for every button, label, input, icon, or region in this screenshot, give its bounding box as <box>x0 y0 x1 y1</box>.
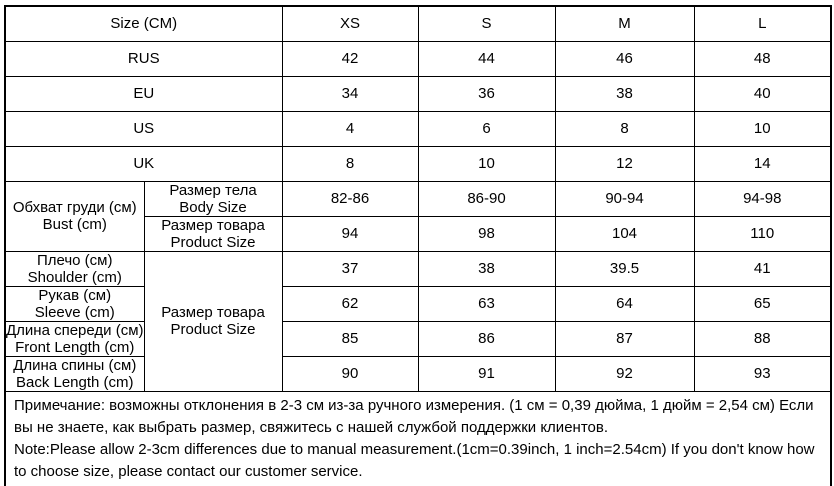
measurement-value-cell: 94-98 <box>693 180 832 217</box>
shoulder-label-ru: Плечо (см) <box>36 251 113 269</box>
size-value-cell: 34 <box>281 75 419 112</box>
product-size-label-en: Product Size <box>170 233 256 251</box>
size-system-label: US <box>4 110 283 147</box>
size-value-cell: 38 <box>554 75 695 112</box>
measurement-value-cell: 39.5 <box>554 250 695 287</box>
measurement-value-cell: 94 <box>281 215 419 252</box>
bust-label-ru: Обхват груди (см) <box>12 199 137 216</box>
product-size-group-label-ru: Размер товара <box>161 304 265 321</box>
table-row-uk: UK 8 10 12 14 <box>4 145 832 182</box>
bust-label-en: Bust (cm) <box>42 216 107 233</box>
bust-product-size-label-cell: Размер товара Product Size <box>143 215 283 252</box>
table-row-sleeve: Рукав (см) Sleeve (cm) 62 63 64 65 <box>4 285 832 322</box>
measurement-value-cell: 98 <box>417 215 556 252</box>
front-length-label-cell: Длина спереди (см) Front Length (cm) <box>4 320 145 357</box>
table-row-rus: RUS 42 44 46 48 <box>4 40 832 77</box>
measurement-value-cell: 65 <box>693 285 832 322</box>
measurement-value-cell: 93 <box>693 355 832 392</box>
table-row-us: US 4 6 8 10 <box>4 110 832 147</box>
size-value-cell: 40 <box>693 75 832 112</box>
measurement-value-cell: 64 <box>554 285 695 322</box>
sleeve-label-cell: Рукав (см) Sleeve (cm) <box>4 285 145 322</box>
measurement-value-cell: 90 <box>281 355 419 392</box>
measurement-value-cell: 91 <box>417 355 556 392</box>
note-russian: Примечание: возможны отклонения в 2-3 см… <box>14 396 814 436</box>
size-system-label: EU <box>4 75 283 112</box>
size-value-cell: 36 <box>417 75 556 112</box>
size-column-header-s: S <box>417 5 556 42</box>
size-system-label: UK <box>4 145 283 182</box>
shoulder-label-en: Shoulder (cm) <box>27 268 122 286</box>
measurement-value-cell: 82-86 <box>281 180 419 217</box>
size-value-cell: 46 <box>554 40 695 77</box>
size-value-cell: 8 <box>554 110 695 147</box>
sleeve-label-ru: Рукав (см) <box>38 286 112 304</box>
size-value-cell: 4 <box>281 110 419 147</box>
measurement-value-cell: 38 <box>417 250 556 287</box>
size-column-header-xs: XS <box>281 5 419 42</box>
table-row-back-length: Длина спины (см) Back Length (cm) 90 91 … <box>4 355 832 392</box>
table-row-bust-product: Размер товара Product Size 94 98 104 110 <box>5 215 832 252</box>
table-row-eu: EU 34 36 38 40 <box>4 75 832 112</box>
product-size-group-label-cell: Размер товара Product Size <box>143 250 283 392</box>
back-length-label-ru: Длина спины (см) <box>13 356 137 374</box>
size-value-cell: 12 <box>554 145 695 182</box>
body-size-label-en: Body Size <box>179 198 247 216</box>
size-value-cell: 10 <box>693 110 832 147</box>
measurement-value-cell: 87 <box>554 320 695 357</box>
table-row-notes: Примечание: возможны отклонения в 2-3 см… <box>4 390 832 486</box>
table-row-bust-body: Обхват груди (см) Bust (cm) Размер тела … <box>4 180 832 252</box>
measurement-value-cell: 62 <box>281 285 419 322</box>
size-value-cell: 48 <box>693 40 832 77</box>
size-column-header-m: M <box>554 5 695 42</box>
table-row-front-length: Длина спереди (см) Front Length (cm) 85 … <box>4 320 832 357</box>
sleeve-label-en: Sleeve (cm) <box>34 303 115 321</box>
front-length-label-en: Front Length (cm) <box>15 338 135 356</box>
table-row-header: Size (CM) XS S M L <box>4 5 832 42</box>
front-length-label-ru: Длина спереди (см) <box>6 321 144 339</box>
measurement-value-cell: 41 <box>693 250 832 287</box>
size-value-cell: 10 <box>417 145 556 182</box>
notes-cell: Примечание: возможны отклонения в 2-3 см… <box>4 390 832 486</box>
measurement-value-cell: 85 <box>281 320 419 357</box>
back-length-label-en: Back Length (cm) <box>15 373 134 391</box>
body-size-label-cell: Размер тела Body Size <box>143 180 283 217</box>
measurement-value-cell: 63 <box>417 285 556 322</box>
size-column-header-l: L <box>693 5 832 42</box>
product-size-label-ru: Размер товара <box>161 216 265 234</box>
measurement-value-cell: 37 <box>281 250 419 287</box>
back-length-label-cell: Длина спины (см) Back Length (cm) <box>4 355 145 392</box>
note-english: Note:Please allow 2-3cm differences due … <box>14 440 815 480</box>
size-header-cell: Size (CM) <box>4 5 283 42</box>
measurement-value-cell: 90-94 <box>554 180 695 217</box>
size-chart-table: Size (CM) XS S M L RUS 42 44 46 48 EU 34… <box>4 5 833 486</box>
measurement-value-cell: 86-90 <box>417 180 556 217</box>
shoulder-label-cell: Плечо (см) Shoulder (cm) <box>4 250 145 287</box>
size-value-cell: 8 <box>281 145 419 182</box>
product-size-group-label-en: Product Size <box>170 321 256 338</box>
size-value-cell: 6 <box>417 110 556 147</box>
size-system-label: RUS <box>4 40 283 77</box>
size-value-cell: 44 <box>417 40 556 77</box>
measurement-value-cell: 110 <box>693 215 832 252</box>
size-value-cell: 42 <box>281 40 419 77</box>
measurement-value-cell: 88 <box>693 320 832 357</box>
table-row-shoulder: Плечо (см) Shoulder (cm) Размер товара P… <box>4 250 832 392</box>
measurement-value-cell: 86 <box>417 320 556 357</box>
body-size-label-ru: Размер тела <box>169 181 257 199</box>
bust-label-cell: Обхват груди (см) Bust (cm) <box>4 180 145 252</box>
measurement-value-cell: 104 <box>554 215 695 252</box>
size-value-cell: 14 <box>693 145 832 182</box>
measurement-value-cell: 92 <box>554 355 695 392</box>
